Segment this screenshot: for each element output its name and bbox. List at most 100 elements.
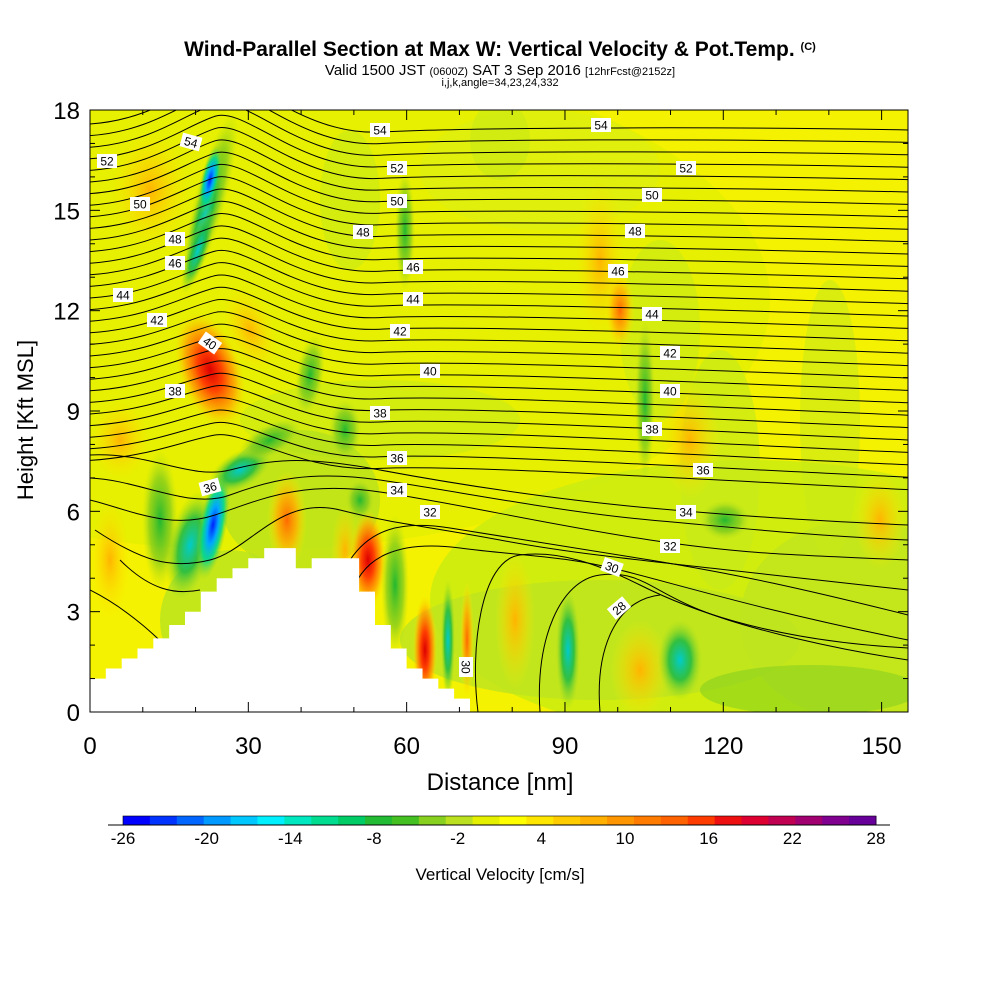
contour-label: 40	[660, 384, 680, 399]
contour-label-bg	[403, 292, 423, 306]
y-tick-label: 18	[53, 98, 80, 125]
contour-label: 44	[642, 307, 662, 322]
contour-label: 36	[387, 451, 407, 466]
contour-label-text: 44	[645, 308, 659, 322]
contour-label-bg	[165, 384, 185, 398]
x-axis-label: Distance [nm]	[427, 769, 574, 796]
chart-subtitle: Valid 1500 JST (0600Z) SAT 3 Sep 2016 [1…	[324, 62, 676, 79]
x-tick-label: 150	[862, 733, 902, 760]
theta-contour	[538, 573, 908, 712]
terrain	[90, 548, 470, 712]
colorbar-tick-label: 10	[616, 829, 635, 848]
contour-label-bg	[625, 224, 645, 238]
contour-label-bg	[147, 313, 167, 327]
contour-label-bg	[591, 118, 611, 132]
colorbar-swatch	[284, 816, 312, 825]
contour-label-text: 52	[679, 162, 693, 176]
downdraft-cell	[700, 500, 750, 540]
contour-label-bg	[660, 346, 680, 360]
colorbar-tick-label: -8	[366, 829, 381, 848]
contour-label-bg	[608, 264, 628, 278]
contour-label-bg	[660, 539, 680, 553]
theta-contour	[90, 262, 908, 317]
theta-contour	[349, 545, 908, 641]
x-tick-label: 120	[703, 733, 743, 760]
contour-label-bg	[642, 188, 662, 202]
contour-label-text: 50	[133, 198, 147, 212]
theta-contour	[90, 139, 908, 193]
downdraft-cell	[346, 480, 374, 520]
contour-label: 48	[625, 224, 645, 239]
theta-contour	[90, 360, 908, 416]
downdraft-cell	[441, 580, 455, 700]
contour-label-bg	[165, 232, 185, 246]
theta-contour	[90, 298, 908, 354]
y-tick-label: 12	[53, 299, 80, 326]
colorbar-swatch	[257, 816, 285, 825]
contour-label-bg	[600, 557, 624, 577]
updraft-cell	[460, 580, 474, 700]
y-tick-label: 6	[67, 499, 80, 526]
colorbar-swatch	[660, 816, 689, 825]
contour-label-text: 34	[679, 506, 693, 520]
contour-label-bg	[387, 483, 407, 497]
downdraft-cell	[181, 207, 215, 293]
updraft-cell	[605, 270, 635, 350]
colorbar-tick-label: -2	[450, 829, 465, 848]
contour-label-bg	[353, 225, 373, 239]
contour-label-bg	[370, 123, 390, 137]
contour-label-bg	[642, 422, 662, 436]
contour-label: 46	[403, 260, 423, 275]
contour-label: 32	[660, 539, 680, 554]
colorbar-tick-label: 28	[867, 829, 886, 848]
contour-label-text: 44	[406, 293, 420, 307]
contour-label-bg	[370, 406, 390, 420]
contour-label-text: 38	[373, 407, 387, 421]
contour-label-text: 50	[645, 189, 659, 203]
theta-contour	[90, 110, 908, 133]
theta-contour	[474, 553, 908, 712]
theta-contour	[90, 237, 908, 292]
y-tick-label: 3	[67, 600, 80, 627]
contour-label: 50	[387, 194, 407, 209]
y-axis-label: Height [Kft MSL]	[13, 340, 38, 500]
field-region	[470, 110, 530, 180]
contour-label-text: 36	[696, 464, 710, 478]
contour-label-bg	[97, 154, 117, 168]
contour-label-bg	[113, 288, 133, 302]
contour-label-bg	[387, 194, 407, 208]
theta-contour	[94, 507, 908, 591]
y-tick-label: 0	[67, 700, 80, 727]
colorbar-tick-label: 16	[699, 829, 718, 848]
contour-label: 46	[608, 264, 628, 279]
contour-label-text: 46	[406, 261, 420, 275]
colorbar-swatch	[849, 816, 877, 825]
theta-contour	[90, 348, 908, 404]
contour-label: 48	[165, 232, 185, 247]
contour-label: 34	[387, 483, 407, 498]
theta-contour	[598, 594, 661, 712]
colorbar-swatch	[580, 816, 608, 825]
colorbar-swatch	[365, 816, 393, 825]
contour-label-text: 54	[594, 119, 608, 133]
colorbar-swatch	[149, 816, 178, 825]
colorbar-swatch	[607, 816, 635, 825]
contour-label: 54	[179, 132, 203, 152]
theta-contour	[90, 421, 908, 478]
colorbar-swatch	[391, 816, 420, 825]
contour-label-text: 42	[393, 325, 407, 339]
contour-label: 38	[370, 406, 390, 421]
colorbar-swatch	[633, 816, 662, 825]
colorbar-swatch	[687, 816, 716, 825]
colorbar-swatch	[311, 816, 339, 825]
contour-label: 30	[600, 557, 624, 577]
colorbar-swatch	[714, 816, 743, 825]
theta-contour	[119, 524, 908, 616]
downdraft-cell	[381, 515, 409, 655]
theta-contour	[90, 311, 908, 367]
colorbar-swatch	[526, 816, 554, 825]
contour-label-text: 30	[603, 559, 621, 577]
contour-label: 54	[370, 123, 390, 138]
contour-label: 54	[591, 118, 611, 133]
